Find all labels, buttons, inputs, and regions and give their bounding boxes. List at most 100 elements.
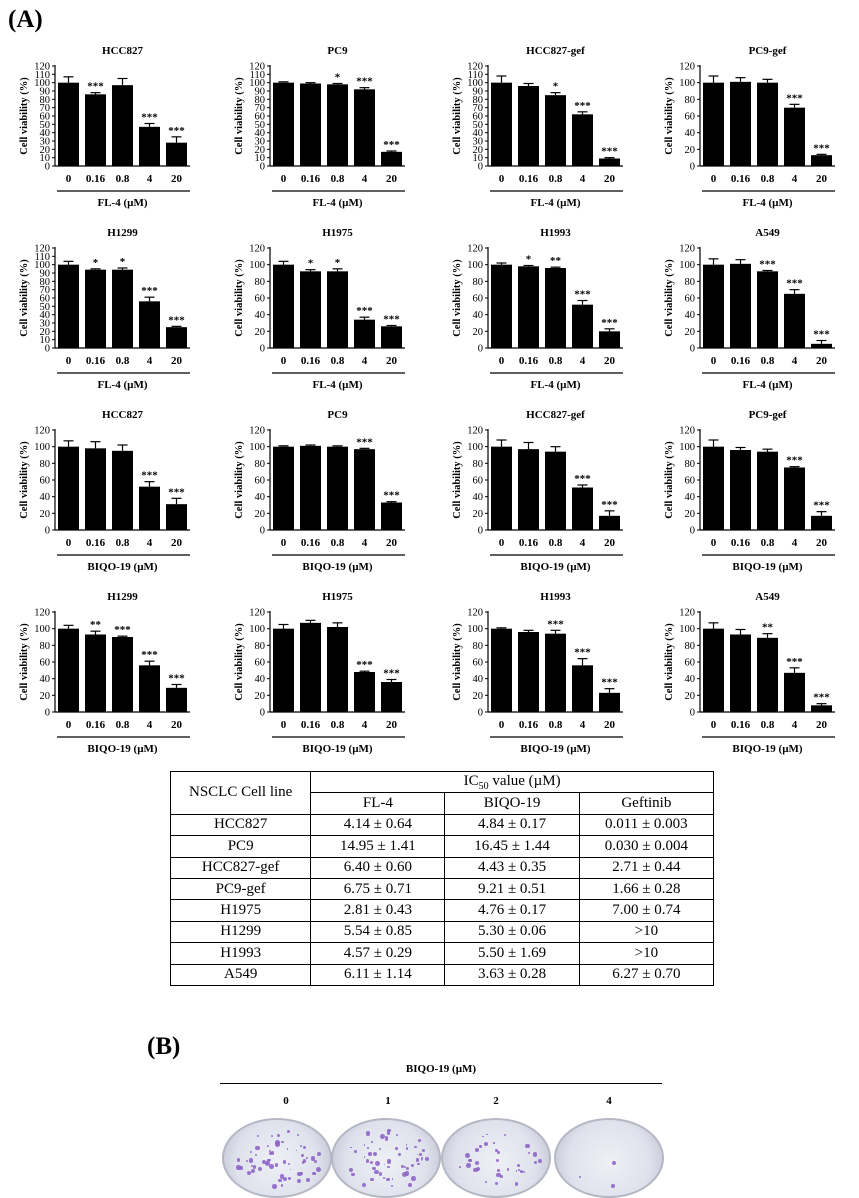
colony (268, 1149, 272, 1152)
bar (166, 504, 187, 530)
colony (365, 1131, 371, 1136)
colony (383, 1163, 386, 1166)
colony (289, 1168, 292, 1171)
y-tick-label: 40 (255, 674, 266, 685)
x-tick-label: 0 (499, 537, 505, 549)
bar (730, 81, 751, 166)
y-tick-label: 40 (40, 674, 51, 685)
significance-marker: ** (762, 622, 774, 634)
table-cell: 6.75 ± 0.71 (310, 877, 446, 901)
bar (381, 151, 402, 166)
bar (85, 634, 106, 712)
table-column-header: FL-4 (310, 792, 446, 815)
colony (402, 1172, 407, 1177)
y-tick-label: 110 (250, 70, 265, 81)
colony (408, 1182, 412, 1187)
x-tick-label: 0.8 (549, 173, 563, 185)
significance-marker: *** (601, 317, 618, 329)
colony (363, 1144, 366, 1147)
y-tick-label: 100 (679, 624, 695, 635)
bar (518, 632, 539, 712)
x-tick-label: 4 (147, 719, 153, 731)
y-tick-label: 120 (249, 608, 265, 619)
significance-marker: *** (87, 81, 104, 93)
y-axis-label: Cell viability (%) (19, 77, 30, 155)
table-cell: 6.27 ± 0.70 (578, 963, 715, 986)
x-tick-label: 0.16 (301, 173, 321, 185)
x-tick-label: 4 (362, 355, 368, 367)
colony (390, 1184, 394, 1188)
x-tick-label: 0.8 (116, 719, 130, 731)
y-tick-label: 80 (40, 459, 51, 470)
bar (300, 83, 321, 166)
colony (282, 1176, 287, 1181)
significance-marker: *** (813, 329, 830, 341)
bar (757, 271, 778, 348)
x-axis-label: FL-4 (µM) (742, 379, 792, 391)
y-tick-label: 0 (45, 708, 50, 719)
x-tick-label: 0.8 (549, 355, 563, 367)
y-tick-label: 80 (255, 459, 266, 470)
table-row: HCC827 4.14 ± 0.64 4.84 ± 0.17 0.011 ± 0.00… (169, 813, 715, 837)
y-tick-label: 0 (260, 344, 265, 355)
bar (730, 634, 751, 712)
table-corner-header: NSCLC Cell line (169, 771, 312, 815)
y-tick-label: 60 (473, 476, 484, 487)
y-tick-label: 120 (467, 608, 483, 619)
table-row: PC9 14.95 ± 1.41 16.45 ± 1.44 0.030 ± 0.004 (169, 835, 715, 858)
y-tick-label: 110 (35, 70, 50, 81)
y-tick-label: 0 (260, 708, 265, 719)
colony (247, 1171, 251, 1176)
y-tick-label: 100 (467, 624, 483, 635)
y-tick-label: 120 (467, 244, 483, 255)
significance-marker: *** (168, 486, 185, 498)
y-tick-label: 20 (40, 327, 51, 338)
y-tick-label: 0 (45, 162, 50, 173)
colony (522, 1170, 525, 1174)
bar (545, 633, 566, 712)
x-tick-label: 20 (171, 173, 183, 185)
table-row: PC9-gef 6.75 ± 0.71 9.21 ± 0.51 1.66 ± 0.28 (169, 877, 715, 901)
y-tick-label: 0 (478, 526, 483, 537)
table-cell: 6.11 ± 1.14 (310, 963, 446, 986)
bar (811, 155, 832, 166)
y-tick-label: 120 (34, 426, 50, 437)
colony (506, 1167, 510, 1171)
significance-marker: * (526, 254, 532, 266)
chart-title: H1993 (540, 591, 571, 603)
y-axis-label: Cell viability (%) (234, 441, 245, 519)
x-tick-label: 0.8 (331, 537, 345, 549)
bar (572, 665, 593, 712)
bar (58, 446, 79, 530)
significance-marker: * (308, 258, 314, 270)
colony (425, 1157, 430, 1162)
y-tick-label: 80 (473, 641, 484, 652)
colony (497, 1150, 500, 1154)
chart-title: A549 (755, 227, 780, 239)
significance-marker: *** (759, 259, 776, 271)
colony (302, 1159, 307, 1163)
colony (417, 1162, 420, 1166)
bar (327, 271, 348, 348)
bar (139, 126, 160, 166)
x-tick-label: 20 (171, 537, 183, 549)
x-tick-label: 0 (711, 537, 717, 549)
bar (545, 95, 566, 166)
bar (354, 89, 375, 166)
y-tick-label: 40 (255, 492, 266, 503)
y-tick-label: 90 (473, 87, 484, 98)
y-tick-label: 0 (478, 162, 483, 173)
bar (491, 82, 512, 166)
colony (416, 1153, 419, 1156)
x-tick-label: 0 (281, 173, 287, 185)
x-tick-label: 0.16 (731, 537, 751, 549)
significance-marker: * (553, 81, 559, 93)
y-tick-label: 60 (255, 658, 266, 669)
x-tick-label: 20 (171, 719, 183, 731)
x-tick-label: 20 (386, 537, 398, 549)
y-tick-label: 20 (40, 145, 51, 156)
y-tick-label: 20 (685, 691, 696, 702)
y-tick-label: 90 (40, 87, 51, 98)
chart-title: HCC827-gef (526, 409, 585, 421)
bar (112, 450, 133, 530)
